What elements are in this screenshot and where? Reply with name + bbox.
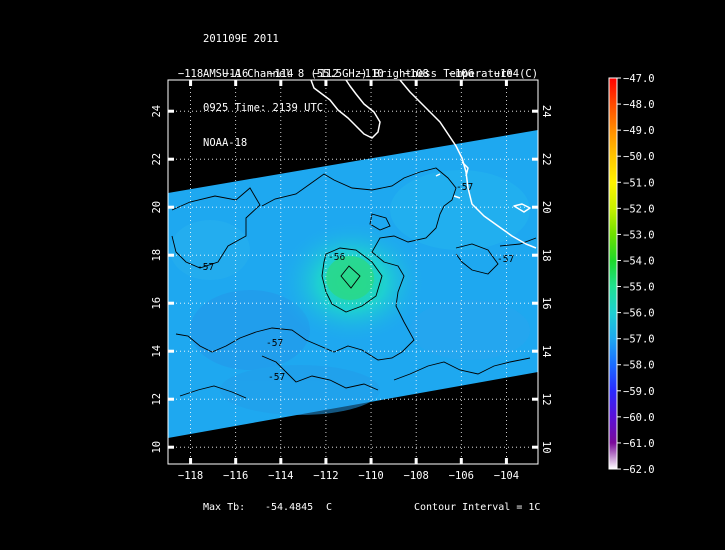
lat-tick-label-left: 12 xyxy=(151,393,163,406)
storm-id-line: 201109E 2011 xyxy=(203,33,279,45)
max-tb-unit: C xyxy=(326,502,333,513)
time-line: 0925 Time: 2139 UTC xyxy=(203,102,324,114)
max-tb-label: Max Tb: xyxy=(203,502,246,513)
contour-label: -56 xyxy=(328,252,345,263)
axis-labels: −118 −118 −116 −116 −114 −114 −112 −112 −110 −110… xyxy=(151,68,552,482)
lat-lon-grid xyxy=(168,80,538,464)
colorbar-label: −61.0 xyxy=(623,438,655,450)
colorbar-label: −58.0 xyxy=(623,360,655,372)
colorbar-label: −54.0 xyxy=(623,255,655,267)
lon-tick-label-bottom: −110 xyxy=(358,470,383,482)
lat-tick-label-left: 20 xyxy=(151,201,163,214)
swath-texture xyxy=(170,170,530,415)
lat-tick-label-right: 16 xyxy=(540,297,552,310)
colorbar: −47.0 −48.0 −49.0 −50.0 −51.0 −52.0 −53.0 −54.0… xyxy=(608,73,655,476)
lon-tick-label-bottom: −106 xyxy=(449,470,474,482)
colorbar-label: −47.0 xyxy=(623,73,655,85)
colorbar-label: −60.0 xyxy=(623,412,655,424)
lon-tick-label-top: −108 xyxy=(404,68,429,80)
lat-tick-label-left: 16 xyxy=(151,297,163,310)
contour-labels: -57 -56 -57 -57 -57 -57 xyxy=(197,182,514,383)
plot-header: 201109E 2011 AMSU-A Channel 8 (55.5GHz) … xyxy=(203,11,538,161)
lon-tick-label-bottom: −108 xyxy=(404,470,429,482)
colorbar-label: −53.0 xyxy=(623,229,655,241)
contour-interval: Contour Interval = 1C xyxy=(414,502,541,513)
colorbar-label: −56.0 xyxy=(623,308,655,320)
lat-tick-label-right: 22 xyxy=(540,153,552,166)
contour-label: -57 xyxy=(497,254,514,265)
colorbar-scale xyxy=(608,77,618,470)
contour-label: -57 xyxy=(456,182,473,193)
lat-tick-label-left: 14 xyxy=(151,345,163,358)
lat-tick-label-right: 24 xyxy=(540,105,552,118)
colorbar-label: −51.0 xyxy=(623,177,655,189)
lat-tick-label-left: 18 xyxy=(151,249,163,262)
lat-tick-label-right: 20 xyxy=(540,201,552,214)
colorbar-label: −49.0 xyxy=(623,125,655,137)
colorbar-label: −48.0 xyxy=(623,99,655,111)
lon-tick-label-top: −118 xyxy=(178,68,203,80)
frame-ticks xyxy=(168,80,538,464)
lon-tick-label-top: −116 xyxy=(223,68,248,80)
colorbar-label: −52.0 xyxy=(623,203,655,215)
lat-tick-label-left: 22 xyxy=(151,153,163,166)
colorbar-label: −50.0 xyxy=(623,151,655,163)
warm-core-center xyxy=(326,256,374,300)
lon-tick-label-bottom: −114 xyxy=(268,470,293,482)
contour-label: -57 xyxy=(268,372,285,383)
colorbar-label: −55.0 xyxy=(623,282,655,294)
max-tb-value: -54.4845 xyxy=(265,502,314,513)
lon-tick-label-top: −104 xyxy=(494,68,519,80)
lat-tick-label-left: 24 xyxy=(151,105,163,118)
lon-tick-label-top: −114 xyxy=(268,68,293,80)
lat-tick-label-right: 14 xyxy=(540,345,552,358)
lat-tick-label-left: 10 xyxy=(151,441,163,454)
contour-lines xyxy=(171,167,537,399)
lat-tick-label-right: 10 xyxy=(540,441,552,454)
lon-tick-label-bottom: −116 xyxy=(223,470,248,482)
contour-label: -57 xyxy=(197,262,214,273)
lat-tick-label-right: 18 xyxy=(540,249,552,262)
map-frame xyxy=(167,79,539,465)
lon-tick-label-top: −106 xyxy=(449,68,474,80)
lon-tick-label-bottom: −104 xyxy=(494,470,519,482)
colorbar-label: −62.0 xyxy=(623,464,655,476)
colorbar-label: −57.0 xyxy=(623,334,655,346)
satellite-name: NOAA-18 xyxy=(203,136,248,149)
colorbar-label: −59.0 xyxy=(623,386,655,398)
lon-tick-label-bottom: −112 xyxy=(313,470,338,482)
channel-title: AMSU-A Channel 8 (55.5GHz) Brightness Te… xyxy=(203,67,539,80)
lat-tick-label-right: 12 xyxy=(540,393,552,406)
contour-label: -57 xyxy=(266,338,283,349)
lon-tick-label-bottom: −118 xyxy=(178,470,203,482)
lon-tick-label-top: −110 xyxy=(358,68,383,80)
lon-tick-label-top: −112 xyxy=(313,68,338,80)
